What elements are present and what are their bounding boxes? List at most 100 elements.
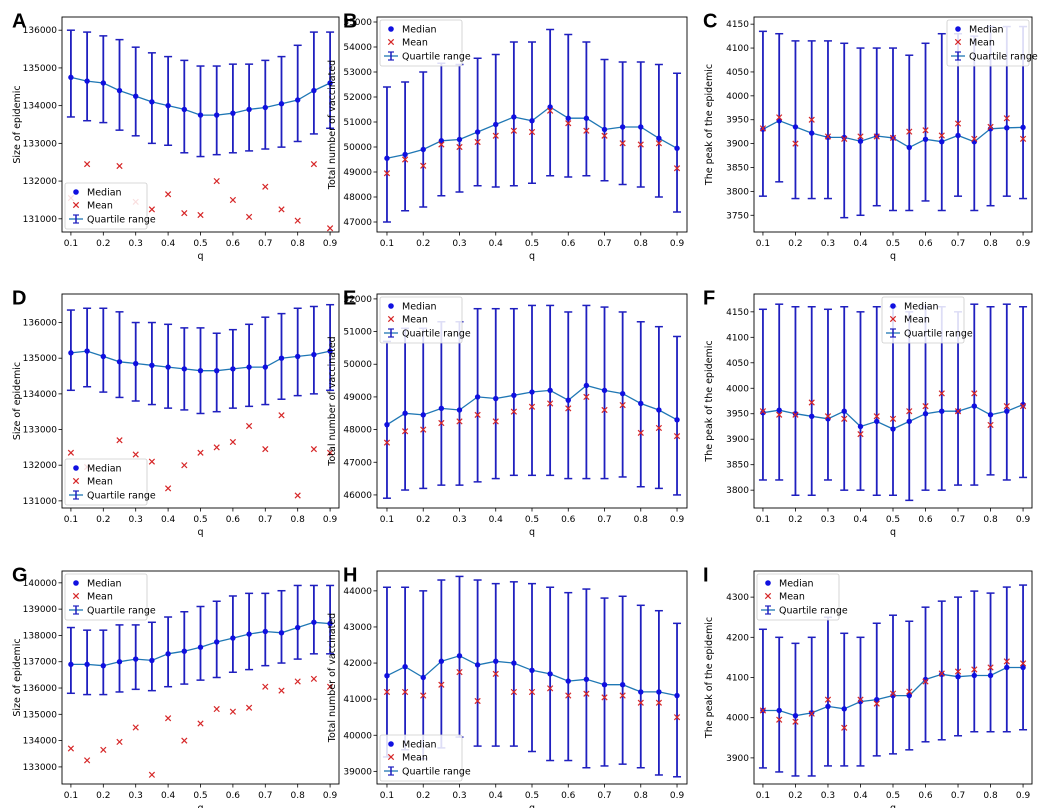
- mean-point: [213, 705, 220, 713]
- x-tick-label: 0.5: [525, 515, 539, 525]
- mean-point: [1003, 658, 1010, 665]
- legend-frame: [379, 734, 463, 782]
- x-tick-label: 0.1: [756, 515, 770, 525]
- x-tick-label: 0.9: [1016, 515, 1031, 525]
- x-tick-label: 0.6: [918, 515, 933, 525]
- median-point: [116, 87, 123, 94]
- mean-point: [326, 683, 334, 690]
- x-tick-label: 0.5: [193, 515, 207, 525]
- mean-point: [456, 143, 463, 151]
- median-point: [327, 80, 333, 86]
- mean-point: [971, 390, 978, 397]
- median-point: [971, 139, 977, 145]
- median-point: [84, 78, 90, 84]
- y-axis-label: The peak of the epidemic: [704, 617, 715, 739]
- y-tick-label: 4100: [726, 44, 749, 54]
- x-tick-label: 0.3: [452, 791, 466, 801]
- mean-point: [601, 132, 608, 139]
- mean-point: [164, 715, 172, 722]
- y-tick-label: 50000: [343, 143, 372, 153]
- x-tick-label: 0.8: [291, 239, 306, 249]
- y-tick-label: 55000: [343, 18, 372, 28]
- x-tick-label: 0.2: [788, 515, 802, 525]
- legend-median-label: Median: [402, 302, 437, 313]
- mean-point: [528, 403, 536, 410]
- legend-median-marker: [388, 303, 394, 309]
- x-axis-label: q: [890, 251, 896, 262]
- median-point: [384, 155, 390, 161]
- y-tick-label: 41000: [343, 695, 372, 705]
- legend-mean-marker: [764, 592, 772, 600]
- median-point: [529, 389, 535, 395]
- x-tick-label: 0.5: [886, 515, 900, 525]
- x-tick-label: 0.8: [634, 239, 649, 249]
- median-point: [922, 411, 929, 417]
- legend-quartile-label: Quartile range: [402, 52, 471, 63]
- mean-point: [100, 746, 107, 753]
- y-tick-label: 3750: [726, 211, 749, 221]
- mean-point: [655, 699, 663, 706]
- mean-point: [954, 408, 962, 415]
- median-point: [939, 408, 945, 414]
- x-tick-label: 0.3: [452, 239, 466, 249]
- median-point: [165, 651, 171, 657]
- y-tick-label: 3800: [726, 486, 749, 496]
- mean-point: [438, 141, 445, 148]
- x-tick-label: 0.6: [226, 515, 241, 525]
- x-tick-label: 0.8: [291, 515, 306, 525]
- median-point: [420, 674, 426, 681]
- y-axis-label: The peak of the epidemic: [704, 340, 715, 462]
- mean-point: [637, 429, 644, 436]
- median-point: [638, 400, 644, 407]
- median-point: [922, 136, 929, 143]
- legend-mean-marker: [387, 315, 395, 323]
- mean-point: [67, 449, 75, 456]
- mean-point: [229, 196, 237, 204]
- median-point: [493, 121, 499, 128]
- mean-point: [987, 421, 994, 429]
- legend-frame: [946, 19, 1030, 67]
- median-point: [511, 660, 517, 666]
- mean-point: [420, 692, 427, 699]
- x-tick-label: 0.9: [323, 239, 338, 249]
- legend-quartile-label: Quartile range: [87, 491, 156, 502]
- y-tick-label: 138000: [23, 631, 58, 641]
- plot-frame: [376, 570, 688, 785]
- x-tick-label: 0.6: [561, 791, 576, 801]
- median-point: [327, 620, 333, 627]
- y-tick-label: 52000: [343, 93, 372, 103]
- mean-point: [619, 692, 626, 699]
- mean-point: [841, 724, 848, 731]
- median-point: [656, 689, 662, 695]
- median-point: [674, 145, 680, 151]
- y-tick-label: 136000: [23, 319, 58, 329]
- median-point: [133, 656, 139, 662]
- median-point: [294, 624, 301, 631]
- mean-point: [1019, 135, 1027, 142]
- mean-point: [326, 225, 334, 232]
- mean-point: [673, 714, 681, 721]
- median-point: [760, 410, 766, 416]
- median-point: [825, 703, 831, 710]
- mean-point: [759, 408, 767, 415]
- x-tick-label: 0.2: [96, 515, 110, 525]
- legend-median-marker: [955, 26, 961, 32]
- median-point: [165, 102, 171, 109]
- median-point: [874, 696, 880, 703]
- median-point: [529, 118, 535, 124]
- x-tick-label: 0.2: [96, 239, 110, 249]
- mean-point: [229, 708, 237, 715]
- y-tick-label: 4300: [726, 593, 749, 603]
- plot-frame: [376, 16, 688, 233]
- median-point: [601, 682, 608, 688]
- x-tick-label: 0.8: [983, 791, 998, 801]
- y-tick-label: 131000: [23, 215, 58, 225]
- median-point: [656, 407, 662, 413]
- x-tick-label: 0.2: [416, 791, 430, 801]
- median-point: [857, 423, 864, 430]
- y-tick-label: 135000: [23, 64, 58, 74]
- y-tick-label: 44000: [343, 587, 372, 597]
- x-tick-label: 0.5: [886, 791, 900, 801]
- legend-mean-label: Mean: [779, 592, 805, 603]
- median-point: [84, 348, 90, 354]
